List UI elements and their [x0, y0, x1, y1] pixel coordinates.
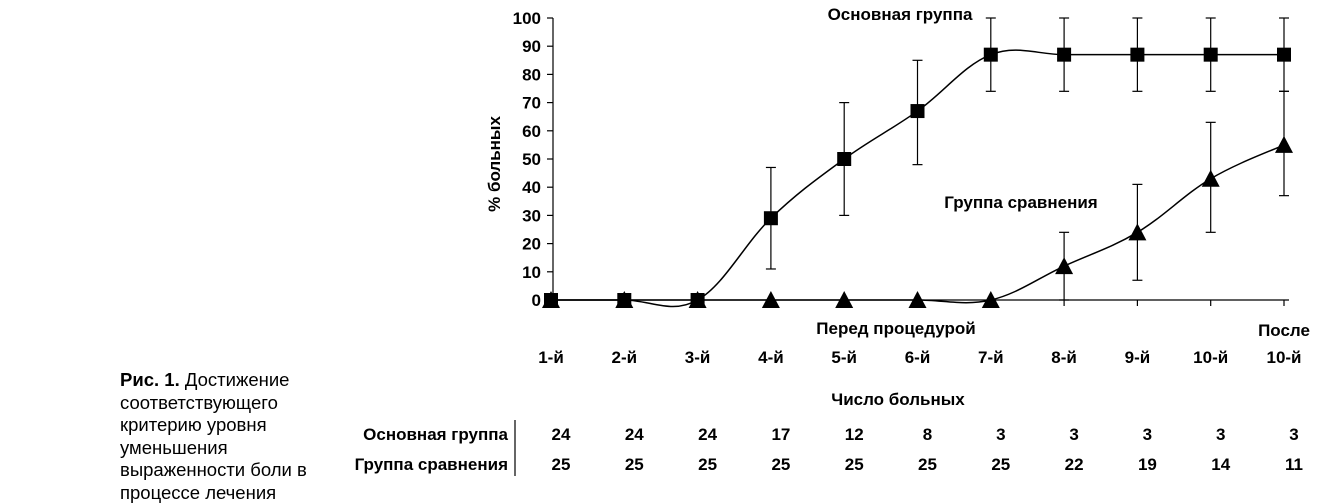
figure-caption-text: Достижение соответству­ющего критерию ур…: [120, 369, 307, 503]
table-cell: 19: [1138, 455, 1157, 474]
table-cell: 3: [996, 425, 1005, 444]
y-tick-label: 20: [522, 235, 541, 254]
data-point-triangle: [761, 291, 780, 308]
annotation-before-procedure: Перед процедурой: [816, 319, 975, 338]
table-cell: 17: [771, 425, 790, 444]
data-point-square: [910, 104, 925, 119]
x-tick-label: 10-й: [1266, 348, 1301, 367]
y-tick-label: 50: [522, 150, 541, 169]
data-point-triangle: [908, 291, 927, 308]
table-row-label: Основная группа: [363, 425, 508, 444]
x-tick-label: 10-й: [1193, 348, 1228, 367]
series-label-main: Основная группа: [828, 5, 973, 24]
x-tick-label: 1-й: [538, 348, 564, 367]
table-cell: 25: [771, 455, 790, 474]
x-tick-label: 9-й: [1125, 348, 1151, 367]
x-tick-label-top: После: [1258, 321, 1310, 340]
table-cell: 25: [698, 455, 717, 474]
figure-caption: Рис. 1. Достижение соответству­ющего кри…: [120, 369, 335, 504]
data-point-triangle: [688, 291, 707, 308]
figure-label: Рис. 1.: [120, 369, 180, 390]
table-cell: 8: [923, 425, 932, 444]
table-cell: 25: [625, 455, 644, 474]
y-axis-title: % больных: [485, 116, 504, 212]
data-point-triangle: [542, 291, 560, 308]
series-line: [550, 144, 1285, 304]
x-tick-label: 8-й: [1051, 348, 1077, 367]
x-tick-label: 2-й: [612, 348, 638, 367]
table-cell: 3: [1143, 425, 1152, 444]
table-cell: 14: [1211, 455, 1230, 474]
y-tick-label: 90: [522, 37, 541, 56]
data-point-triangle: [1055, 257, 1074, 275]
data-point-square: [1130, 47, 1145, 62]
table-cell: 24: [698, 425, 717, 444]
y-tick-label: 10: [522, 263, 541, 282]
table-cell: 3: [1069, 425, 1078, 444]
y-tick-label: 30: [522, 206, 541, 225]
series-line: [550, 49, 1284, 308]
table-cell: 24: [625, 425, 644, 444]
data-point-triangle: [981, 291, 1000, 308]
data-point-square: [1057, 47, 1072, 62]
table-cell: 12: [845, 425, 864, 444]
table-cell: 11: [1285, 455, 1303, 474]
y-tick-label: 0: [532, 291, 541, 310]
data-point-triangle: [1275, 135, 1293, 153]
x-tick-label: 6-й: [905, 348, 931, 367]
y-tick-label: 100: [513, 9, 541, 28]
table-cell: 3: [1289, 425, 1298, 444]
y-tick-label: 40: [522, 178, 541, 197]
table-cell: 22: [1065, 455, 1084, 474]
data-point-triangle: [835, 291, 854, 308]
x-tick-label: 7-й: [978, 348, 1004, 367]
x-tick-label: 5-й: [831, 348, 857, 367]
data-point-square: [983, 47, 998, 62]
y-tick-label: 80: [522, 65, 541, 84]
data-point-triangle: [1201, 169, 1220, 187]
data-point-square: [837, 152, 852, 166]
data-point-square: [763, 211, 778, 226]
table-row-label: Группа сравнения: [355, 455, 508, 474]
table-cell: 25: [918, 455, 937, 474]
table-cell: 3: [1216, 425, 1225, 444]
x-tick-label: 3-й: [685, 348, 711, 367]
chart: 0 10 20 30 40 50 60 70 80 90 100 % больных 1-й 2-й 3-й…: [355, 5, 1310, 476]
table-title: Число больных: [831, 390, 965, 409]
data-point-square: [1277, 47, 1291, 62]
data-point-triangle: [615, 291, 634, 308]
data-point-square: [1203, 47, 1218, 62]
table-cell: 25: [552, 455, 571, 474]
y-tick-label: 60: [522, 122, 541, 141]
table-cell: 25: [991, 455, 1010, 474]
table-cell: 25: [845, 455, 864, 474]
y-tick-label: 70: [522, 94, 541, 113]
x-tick-label: 4-й: [758, 348, 784, 367]
series-label-comparison: Группа сравнения: [944, 193, 1097, 212]
data-point-triangle: [1128, 223, 1147, 241]
table-cell: 24: [552, 425, 571, 444]
